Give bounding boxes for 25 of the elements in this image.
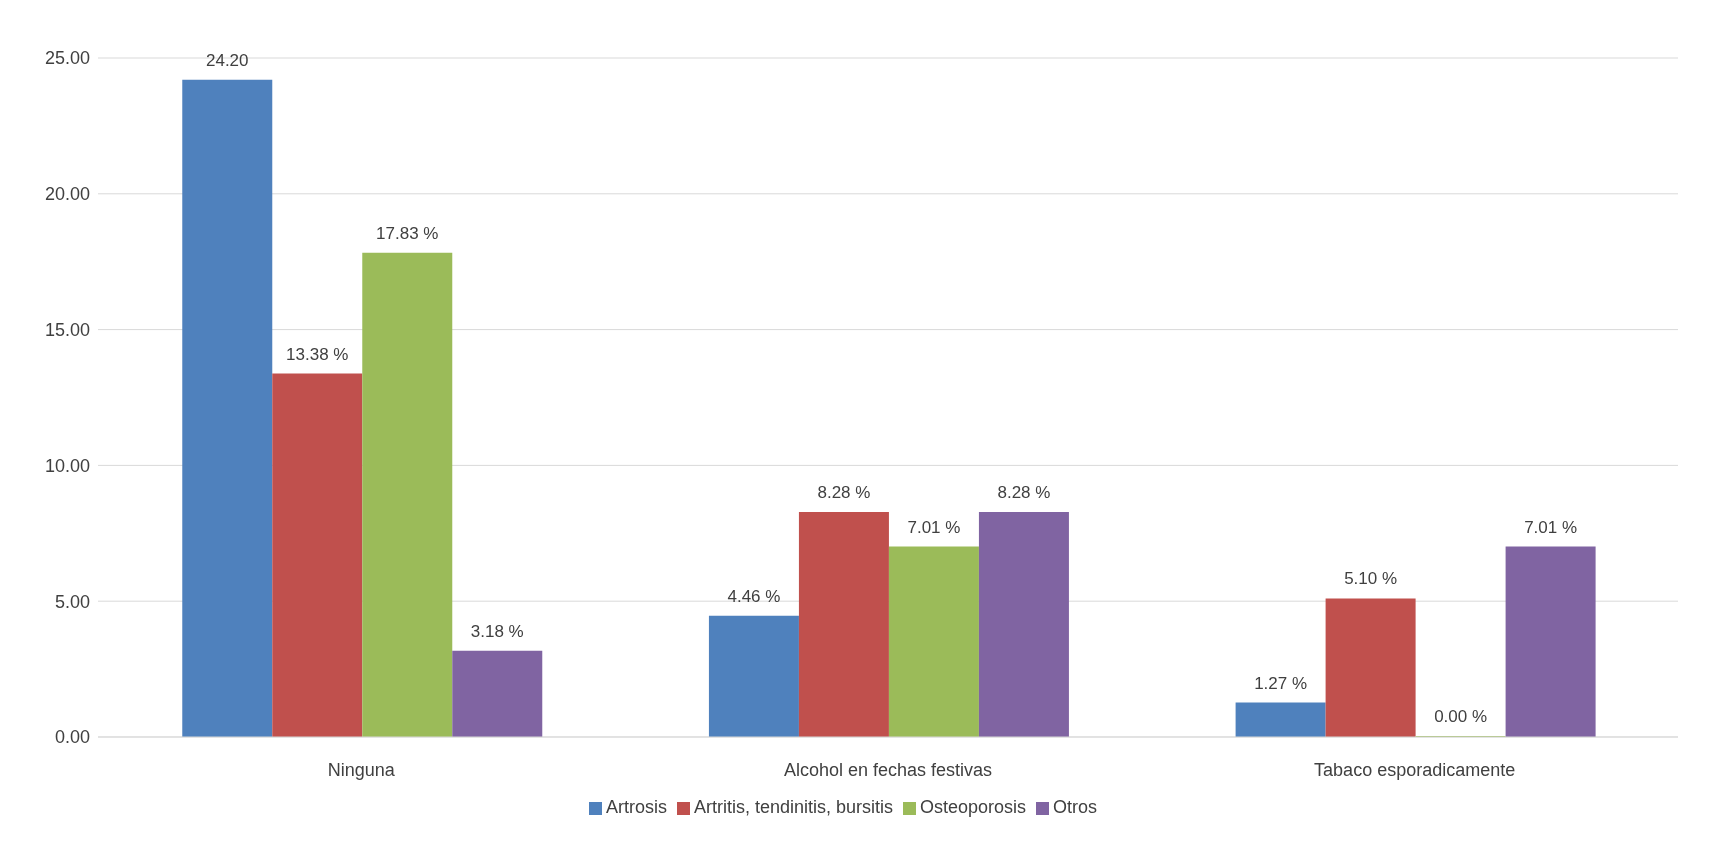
data-label: 8.28 % — [997, 483, 1051, 503]
data-label: 0.00 % — [1434, 707, 1488, 726]
data-label: 5.10 % — [1344, 569, 1398, 589]
y-tick-label: 15.00 — [44, 319, 90, 340]
data-label: 1.27 % — [1254, 673, 1308, 693]
data-label: 17.83 % — [376, 223, 439, 243]
y-tick-label: 25.00 — [44, 48, 90, 69]
y-tick-label: 10.00 — [44, 455, 90, 476]
legend-label: Otros — [1053, 797, 1098, 817]
data-label: 13.38 % — [286, 344, 349, 364]
legend-label: Osteoporosis — [920, 797, 1027, 817]
data-label: 3.18 % — [470, 621, 524, 641]
data-label: 7.01 % — [907, 517, 961, 537]
data-label: 8.28 % — [817, 483, 871, 503]
data-label: 7.01 % — [1524, 517, 1578, 537]
x-tick-label: Alcohol en fechas festivas — [783, 759, 993, 780]
y-tick-label: 20.00 — [44, 184, 90, 205]
legend-label: Artritis, tendinitis, bursitis — [693, 797, 893, 817]
x-tick-label: Tabaco esporadicamente — [1314, 759, 1516, 780]
legend-label: Artrosis — [605, 797, 667, 817]
y-tick-label: 5.00 — [54, 591, 90, 612]
data-label: 24.20 — [205, 50, 249, 70]
data-label: 4.46 % — [727, 586, 781, 606]
x-tick-label: Ninguna — [327, 759, 396, 780]
y-tick-label: 0.00 — [54, 727, 90, 748]
